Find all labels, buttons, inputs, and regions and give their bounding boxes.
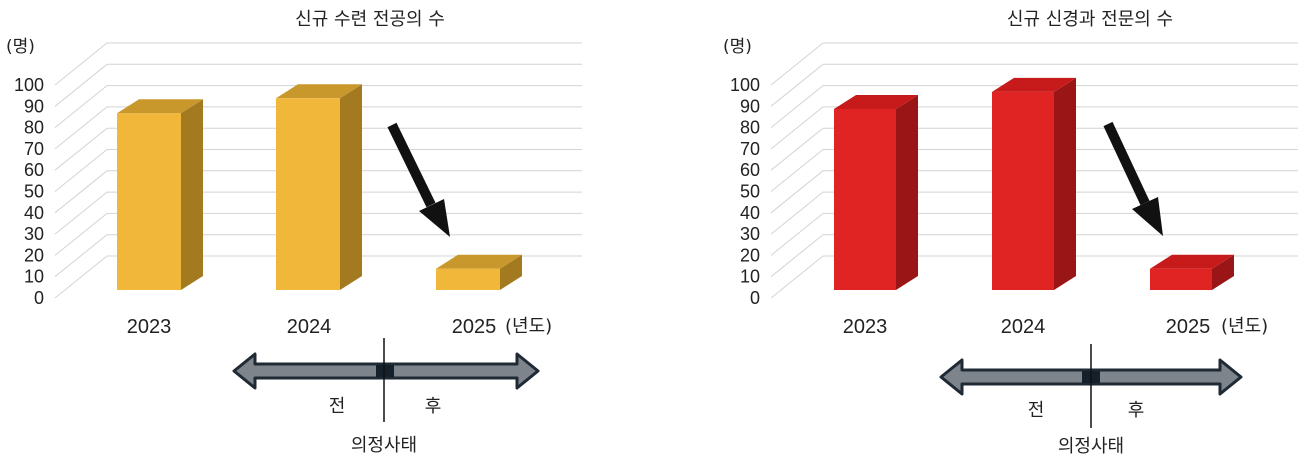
chart-neurologists: 신규 신경과 전문의 수 (명) 0102030405060708090100 … bbox=[723, 9, 1298, 457]
bar-top bbox=[276, 84, 362, 99]
y-axis-unit: (명) bbox=[6, 37, 35, 57]
y-tick-label: 0 bbox=[34, 288, 44, 308]
x-tick-label: 2025 bbox=[1166, 316, 1211, 338]
event-label: 의정사태 bbox=[351, 435, 417, 456]
chart-title: 신규 신경과 전문의 수 bbox=[1007, 9, 1173, 30]
y-tick-label: 60 bbox=[740, 160, 760, 180]
x-axis-unit: (년도) bbox=[505, 316, 552, 337]
y-tick-label: 80 bbox=[740, 118, 760, 138]
down-arrow bbox=[387, 122, 450, 237]
y-tick-label: 70 bbox=[24, 139, 44, 159]
x-axis-unit: (년도) bbox=[1221, 316, 1268, 337]
y-tick-label: 50 bbox=[740, 182, 760, 202]
period-after-label: 후 bbox=[1128, 400, 1145, 421]
bar-side bbox=[1212, 254, 1234, 290]
gridline bbox=[54, 234, 582, 278]
gridline bbox=[770, 234, 1298, 278]
y-tick-label: 40 bbox=[740, 203, 760, 223]
gridline bbox=[770, 127, 1298, 171]
y-tick-label: 90 bbox=[24, 96, 44, 116]
y-tick-label: 70 bbox=[740, 139, 760, 159]
bar-front bbox=[992, 91, 1054, 290]
period-before-label: 전 bbox=[329, 396, 346, 417]
bar-front bbox=[834, 108, 896, 290]
gridline bbox=[770, 106, 1298, 150]
bar-top bbox=[1150, 254, 1234, 269]
gridline bbox=[54, 85, 582, 128]
bar-side bbox=[181, 99, 203, 291]
y-axis-unit: (명) bbox=[723, 37, 752, 57]
bar-2025 bbox=[1150, 254, 1234, 290]
bar-top bbox=[992, 77, 1076, 92]
gridline bbox=[770, 170, 1298, 214]
period-arrow bbox=[939, 344, 1243, 428]
x-tick-label: 2023 bbox=[127, 316, 172, 338]
y-tick-label: 90 bbox=[740, 96, 760, 116]
bar-side bbox=[500, 254, 522, 290]
gridline bbox=[54, 170, 582, 214]
bar-2023 bbox=[834, 94, 918, 290]
y-tick-label: 20 bbox=[24, 245, 44, 265]
x-tick-label: 2023 bbox=[843, 316, 888, 338]
y-tick-label: 80 bbox=[24, 118, 44, 138]
period-before-label: 전 bbox=[1028, 400, 1045, 421]
gridline bbox=[54, 106, 582, 150]
gridline bbox=[770, 149, 1298, 192]
bars bbox=[117, 84, 522, 291]
y-tick-label: 0 bbox=[750, 288, 760, 308]
y-tick-label: 10 bbox=[24, 267, 44, 287]
bar-2025 bbox=[436, 254, 522, 290]
bar-side bbox=[896, 94, 918, 290]
y-tick-label: 30 bbox=[740, 224, 760, 244]
y-tick-label: 30 bbox=[24, 224, 44, 244]
y-tick-label: 10 bbox=[740, 267, 760, 287]
x-tick-label: 2025 bbox=[452, 316, 497, 338]
period-after-label: 후 bbox=[425, 396, 442, 417]
down-arrow bbox=[1103, 121, 1163, 236]
y-tick-label: 60 bbox=[24, 160, 44, 180]
x-tick-labels: 2023 2024 2025 bbox=[843, 316, 1211, 338]
period-arrow bbox=[232, 338, 540, 422]
bar-2024 bbox=[992, 77, 1076, 290]
x-tick-label: 2024 bbox=[287, 316, 332, 338]
bar-front bbox=[276, 98, 340, 290]
event-marker bbox=[376, 365, 394, 377]
bar-2024 bbox=[276, 84, 362, 290]
y-tick-label: 100 bbox=[14, 75, 44, 95]
bars bbox=[834, 77, 1234, 290]
bar-2023 bbox=[117, 99, 203, 291]
y-tick-label: 100 bbox=[730, 75, 760, 95]
gridline bbox=[54, 63, 582, 107]
bar-side bbox=[1054, 77, 1076, 290]
event-label: 의정사태 bbox=[1058, 436, 1124, 457]
bar-side bbox=[340, 84, 362, 290]
gridline bbox=[54, 42, 582, 86]
gridlines bbox=[54, 42, 582, 299]
gridline bbox=[770, 85, 1298, 128]
bar-top bbox=[834, 94, 918, 109]
bar-top bbox=[436, 254, 522, 269]
bar-front bbox=[1150, 268, 1212, 290]
gridline bbox=[54, 127, 582, 171]
y-tick-label: 20 bbox=[740, 245, 760, 265]
gridline bbox=[770, 255, 1298, 299]
gridline bbox=[54, 149, 582, 192]
y-tick-label: 40 bbox=[24, 203, 44, 223]
x-tick-labels: 2023 2024 2025 bbox=[127, 316, 497, 338]
chart-title: 신규 수련 전공의 수 bbox=[295, 9, 445, 30]
gridline bbox=[770, 63, 1298, 107]
gridline bbox=[770, 42, 1298, 86]
bar-top bbox=[117, 99, 203, 114]
bar-front bbox=[117, 113, 181, 291]
x-tick-label: 2024 bbox=[1001, 316, 1046, 338]
gridline bbox=[54, 255, 582, 299]
y-tick-label: 50 bbox=[24, 182, 44, 202]
bar-front bbox=[436, 268, 500, 290]
